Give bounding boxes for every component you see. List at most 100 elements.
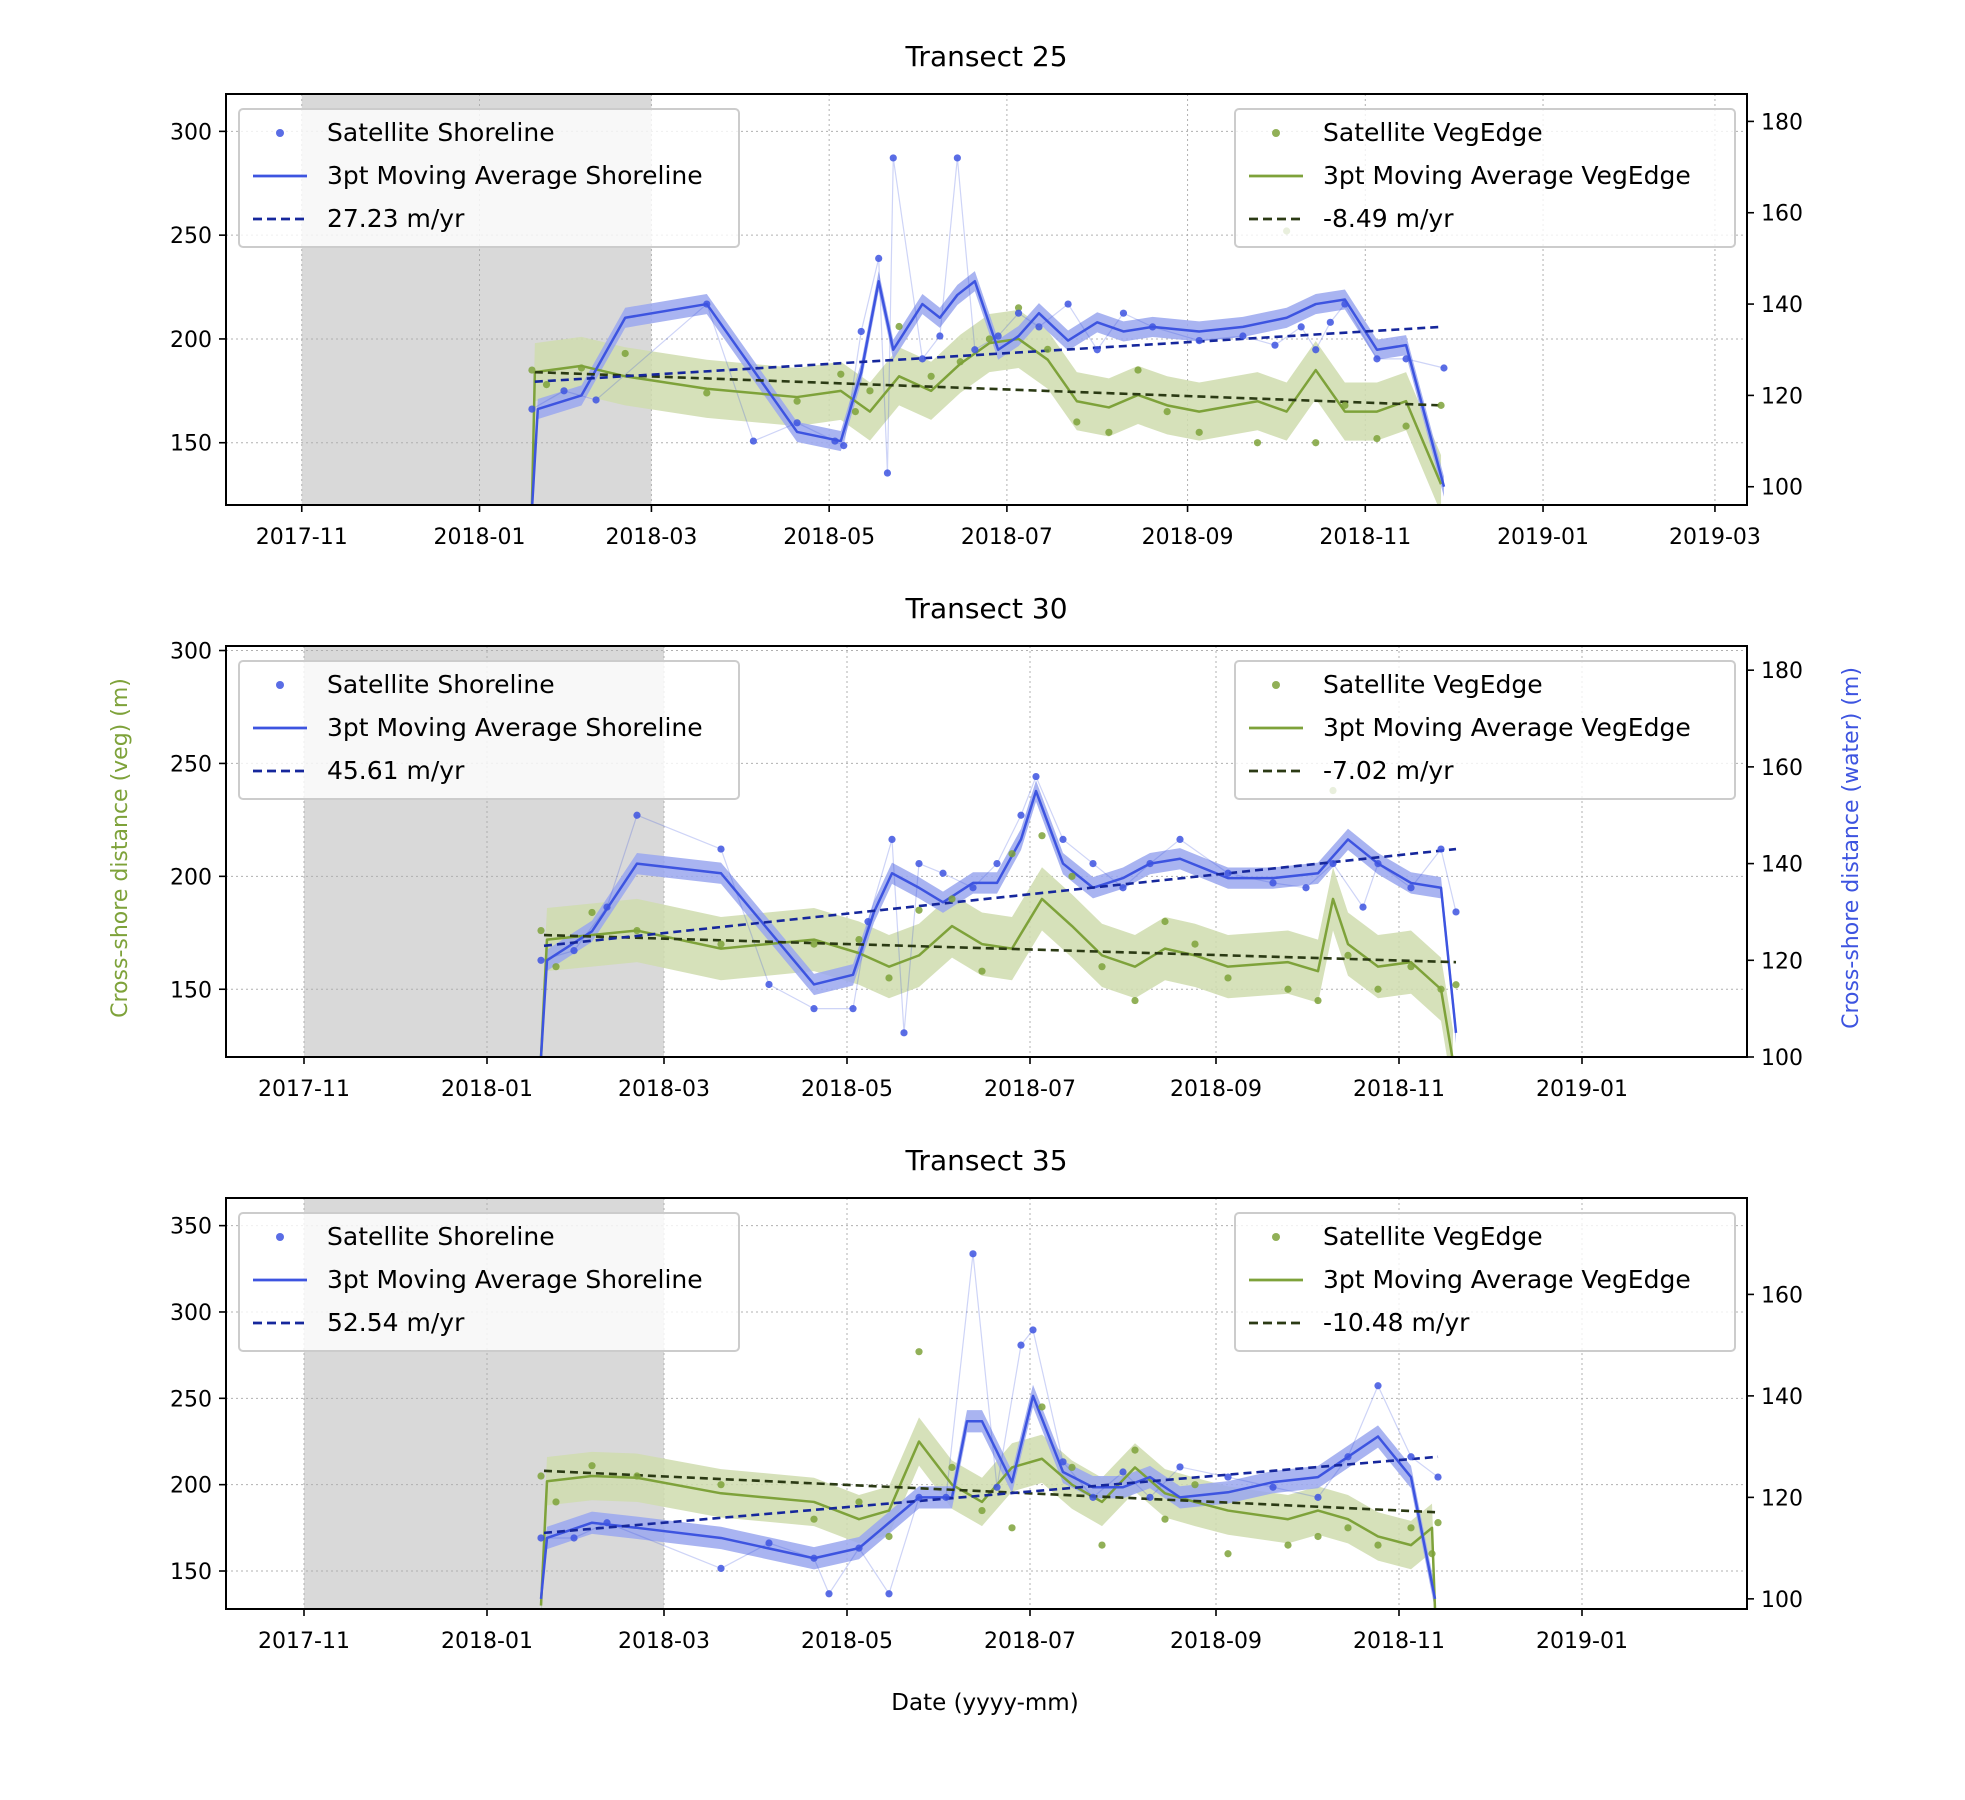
veg-data-point <box>1224 1550 1232 1558</box>
legend-label: Satellite Shoreline <box>327 1222 555 1251</box>
shoreline-data-point <box>915 859 923 868</box>
legend-label: 3pt Moving Average VegEdge <box>1323 713 1691 742</box>
y-tick-label-left: 150 <box>170 978 212 1003</box>
y-axis-label-left: Cross-shore distance (veg) (m) <box>108 678 133 1018</box>
veg-data-point <box>1314 996 1322 1005</box>
veg-data-point <box>1105 428 1113 436</box>
shoreline-data-point <box>1344 1453 1352 1461</box>
shoreline-data-point <box>1402 355 1410 363</box>
veg-data-point <box>978 1506 986 1515</box>
veg-data-point <box>577 364 586 372</box>
shoreline-data-point <box>883 469 892 477</box>
shoreline-data-point <box>1176 1463 1184 1471</box>
shoreline-data-point <box>1373 355 1381 363</box>
legend-label: Satellite VegEdge <box>1323 670 1543 699</box>
veg-data-point <box>717 940 725 948</box>
y-tick-label-right: 120 <box>1761 384 1803 409</box>
plot-frame <box>225 1197 1748 1610</box>
y-tick-label-right: 160 <box>1761 202 1803 227</box>
veg-data-point <box>542 381 551 389</box>
shoreline-data-point <box>875 254 883 262</box>
legend-box <box>238 660 740 800</box>
veg-data-point <box>621 349 629 358</box>
veg-data-point <box>810 1515 818 1523</box>
shoreline-data-point <box>918 355 926 363</box>
shoreline-data-point <box>1271 341 1279 349</box>
veg-trend-line <box>543 933 1457 964</box>
y-tick-label-left: 200 <box>170 865 212 890</box>
shoreline-data-point <box>915 1493 923 1501</box>
veg-data-point <box>927 372 935 380</box>
veg-data-point <box>1068 872 1076 880</box>
shoreline-data-point <box>560 387 568 395</box>
veg-data-point <box>793 397 801 405</box>
shoreline-data-point <box>810 1554 818 1562</box>
shoreline-data-point <box>1407 884 1415 892</box>
veg-data-point <box>1374 1541 1382 1549</box>
shoreline-data-point <box>1119 884 1127 892</box>
legend-shoreline: Satellite Shoreline 3pt Moving Average Sh… <box>238 660 740 800</box>
y-tick-label-left: 250 <box>170 224 212 249</box>
x-tick-label: 2017-11 <box>258 1629 350 1654</box>
shoreline-data-point <box>717 1564 725 1573</box>
veg-data-point <box>1428 1550 1436 1558</box>
panels: 2017-11 2018-01 2018-03 2018-05 2018-07 2018-… <box>170 40 1803 1654</box>
veg-data-point <box>1008 850 1016 858</box>
legend-label: 3pt Moving Average VegEdge <box>1323 1265 1691 1294</box>
veg-data-point <box>588 1462 596 1470</box>
shoreline-data-point <box>703 300 711 308</box>
y-tick-label-right: 100 <box>1761 476 1803 501</box>
legend-label: 3pt Moving Average Shoreline <box>327 1265 703 1294</box>
legend-shoreline: Satellite Shoreline 3pt Moving Average Sh… <box>238 108 740 248</box>
x-tick-label: 2017-11 <box>256 525 348 550</box>
shoreline-data-point <box>1341 300 1349 308</box>
veg-trend-line <box>543 1469 1439 1514</box>
shoreline-data-point <box>570 1534 578 1542</box>
legend-box <box>1234 108 1736 248</box>
legend-label: 27.23 m/yr <box>327 204 465 233</box>
legend-vegedge: Satellite VegEdge 3pt Moving Average VegE… <box>1234 1212 1736 1352</box>
legend-label: Satellite Shoreline <box>327 670 555 699</box>
legend-label: Satellite VegEdge <box>1323 1222 1543 1251</box>
shoreline-data-point <box>936 332 944 340</box>
shoreline-data-point <box>1059 1458 1067 1466</box>
veg-data-point <box>537 1472 545 1480</box>
veg-data-point <box>810 940 818 948</box>
veg-data-point <box>1191 940 1199 948</box>
shoreline-data-point <box>1119 1468 1127 1476</box>
veg-data-point <box>1253 439 1262 447</box>
veg-moving-average-line <box>530 337 1443 505</box>
shoreline-data-point <box>633 811 641 819</box>
shoreline-data-point <box>969 884 977 892</box>
x-tick-label: 2018-05 <box>801 1629 893 1654</box>
veg-data-point <box>1284 985 1292 993</box>
shoreline-data-point <box>537 1534 545 1542</box>
veg-data-point <box>1344 951 1352 959</box>
veg-data-point <box>1437 985 1445 993</box>
panel-title: Transect 30 <box>904 592 1067 625</box>
veg-data-point <box>855 1498 863 1506</box>
x-tick-label: 2018-05 <box>801 1077 893 1102</box>
shoreline-data-point <box>810 1005 818 1013</box>
shoreline-data-point <box>969 1250 977 1258</box>
y-tick-label-left: 150 <box>170 1560 212 1585</box>
shoreline-data-point <box>953 154 961 162</box>
veg-data-point <box>1134 366 1142 374</box>
shoreline-data-point <box>857 327 865 336</box>
x-tick-label: 2018-11 <box>1353 1077 1445 1102</box>
x-tick-label: 2018-11 <box>1353 1629 1445 1654</box>
shoreline-data-point <box>1224 869 1232 877</box>
veg-data-point <box>1374 985 1382 993</box>
veg-data-point <box>1312 439 1320 447</box>
x-tick-label: 2018-09 <box>1170 1629 1262 1654</box>
y-tick-label-left: 300 <box>170 640 212 665</box>
legend-label: -7.02 m/yr <box>1323 756 1454 785</box>
shoreline-data-point <box>1312 346 1320 354</box>
shoreline-data-point <box>1032 772 1040 781</box>
legend-label: -10.48 m/yr <box>1323 1308 1470 1337</box>
veg-data-point <box>915 1348 923 1356</box>
y-tick-label-left: 250 <box>170 1387 212 1412</box>
veg-data-point <box>1068 1463 1076 1471</box>
shoreline-moving-average-line <box>539 789 1458 1057</box>
shoreline-data-point <box>855 1544 863 1552</box>
